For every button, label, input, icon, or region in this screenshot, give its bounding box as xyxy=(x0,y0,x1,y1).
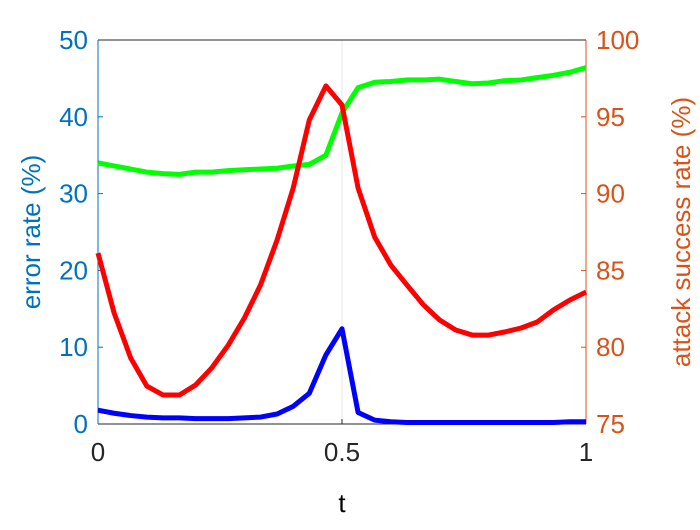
data-line xyxy=(95,83,588,398)
y2-axis-label: attack success rate (%) xyxy=(666,97,696,367)
x-tick-label: 0 xyxy=(91,437,105,467)
y-tick-label: 50 xyxy=(59,25,88,55)
y2-tick-label: 95 xyxy=(596,102,625,132)
y2-tick-label: 100 xyxy=(596,25,639,55)
x-tick-label: 0.5 xyxy=(324,437,360,467)
y-tick-label: 10 xyxy=(59,332,88,362)
y-tick-label: 30 xyxy=(59,179,88,209)
y2-tick-label: 75 xyxy=(596,409,625,439)
y-tick-label: 40 xyxy=(59,102,88,132)
x-axis-label: t xyxy=(338,488,346,518)
y2-tick-label: 80 xyxy=(596,332,625,362)
y-tick-label: 0 xyxy=(74,409,88,439)
x-tick-label: 1 xyxy=(579,437,593,467)
y-tick-label: 20 xyxy=(59,255,88,285)
y-axis-label: error rate (%) xyxy=(16,155,46,310)
y2-tick-label: 90 xyxy=(596,179,625,209)
y2-tick-label: 85 xyxy=(596,255,625,285)
data-line xyxy=(97,326,586,425)
